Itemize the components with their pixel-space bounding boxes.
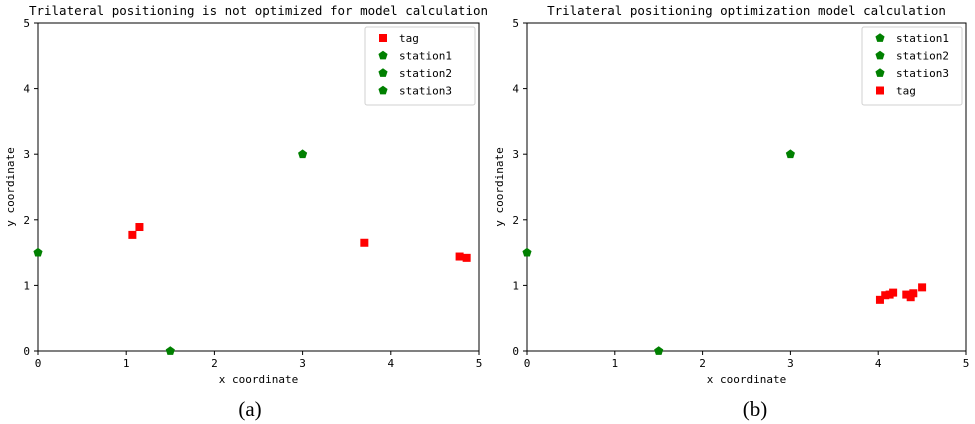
legend-label: station1 (896, 32, 949, 45)
y-tick-label: 1 (23, 279, 30, 292)
x-tick-label: 3 (299, 357, 306, 370)
legend-box (861, 26, 963, 106)
data-point-station2 (654, 346, 664, 355)
legend-label: tag (399, 32, 419, 45)
data-point-tag (875, 295, 884, 304)
chart-title: Trilateral positioning is not optimized … (29, 3, 488, 18)
y-tick-label: 2 (512, 214, 519, 227)
data-point-tag (909, 289, 918, 298)
y-tick-label: 5 (512, 17, 519, 30)
x-tick-label: 0 (524, 357, 531, 370)
y-tick-label: 5 (23, 17, 30, 30)
x-axis-label: x coordinate (707, 373, 786, 386)
x-tick-label: 0 (35, 357, 42, 370)
chart-panel-b: Trilateral positioning optimization mode… (493, 3, 969, 421)
y-tick-label: 2 (23, 214, 30, 227)
y-tick-label: 0 (23, 345, 30, 358)
x-tick-label: 1 (123, 357, 130, 370)
legend-label: station1 (399, 50, 452, 63)
y-tick-label: 1 (512, 279, 519, 292)
y-tick-label: 3 (23, 148, 30, 161)
plot-frame (526, 22, 967, 352)
legend-label: station3 (896, 67, 949, 80)
x-tick-label: 4 (387, 357, 394, 370)
data-point-tag (902, 290, 911, 299)
data-point-station3 (785, 149, 795, 159)
y-axis-label: y coordinate (493, 147, 506, 226)
plot-frame (37, 22, 480, 352)
legend-marker-station2 (378, 68, 388, 77)
figure-caption: (a) (238, 397, 261, 421)
y-tick-label: 4 (512, 83, 519, 96)
legend-marker-station2 (875, 50, 885, 60)
data-point-tag (889, 288, 898, 297)
data-point-tag (455, 252, 464, 261)
y-tick-label: 4 (23, 83, 30, 96)
x-tick-label: 5 (963, 357, 970, 370)
y-tick-label: 0 (512, 345, 519, 358)
x-tick-label: 1 (611, 357, 618, 370)
data-point-tag (918, 283, 927, 292)
data-point-tag (360, 238, 369, 247)
data-point-tag (462, 253, 471, 262)
data-point-station3 (298, 149, 308, 159)
legend-marker-station3 (875, 68, 885, 77)
y-tick-label: 3 (512, 148, 519, 161)
data-point-tag (881, 291, 890, 300)
legend-label: station3 (399, 85, 452, 98)
x-tick-label: 2 (211, 357, 218, 370)
legend-marker-tag (876, 86, 884, 95)
legend-label: station2 (896, 50, 949, 63)
chart-panel-a: Trilateral positioning is not optimized … (4, 3, 488, 421)
data-point-station1 (33, 247, 43, 257)
x-axis-label: x coordinate (219, 373, 298, 386)
data-point-tag (128, 230, 137, 239)
y-axis-label: y coordinate (4, 147, 17, 226)
data-point-station1 (522, 247, 532, 257)
legend-marker-station1 (378, 50, 388, 60)
legend-box (364, 26, 476, 106)
x-tick-label: 4 (875, 357, 882, 370)
legend: tag station1 station2 station3 (364, 26, 476, 106)
figure-caption: (b) (743, 397, 768, 421)
data-point-station2 (165, 346, 175, 355)
legend-marker-station1 (875, 33, 885, 42)
data-point-tag (135, 223, 144, 232)
x-tick-label: 3 (787, 357, 794, 370)
legend-label: tag (896, 85, 916, 98)
legend-marker-tag (379, 34, 387, 42)
legend-label: station2 (399, 67, 452, 80)
legend-marker-station3 (378, 85, 388, 95)
x-tick-label: 5 (476, 357, 483, 370)
chart-title: Trilateral positioning optimization mode… (547, 3, 946, 18)
x-tick-label: 2 (699, 357, 706, 370)
legend: station1 station2 station3 tag (861, 26, 963, 106)
